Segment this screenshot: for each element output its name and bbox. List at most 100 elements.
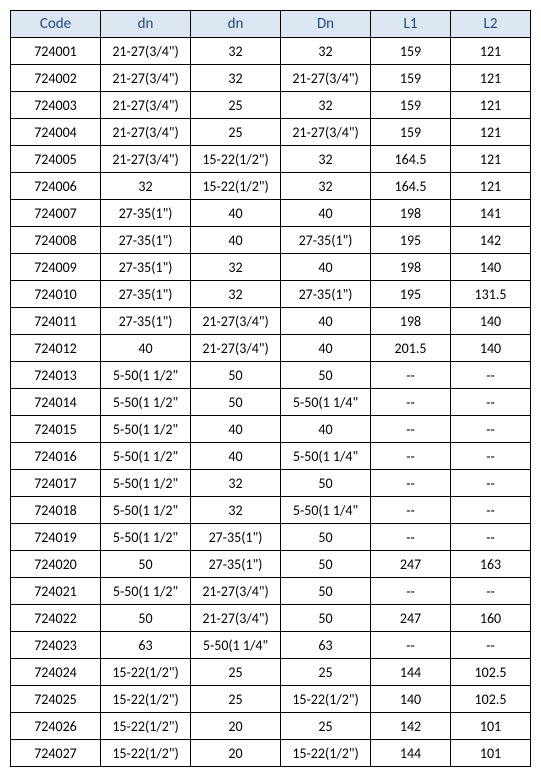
cell: 144	[371, 659, 451, 686]
cell: 247	[371, 605, 451, 632]
cell: 32	[281, 92, 371, 119]
cell: 121	[451, 38, 531, 65]
table-row: 7240195-50(1 1/2"27-35(1")50----	[11, 524, 531, 551]
cell: 15-22(1/2")	[191, 173, 281, 200]
cell: 50	[191, 389, 281, 416]
cell: 25	[191, 686, 281, 713]
cell: --	[371, 524, 451, 551]
cell: 724010	[11, 281, 101, 308]
cell: 5-50(1 1/2"	[101, 470, 191, 497]
cell: 142	[451, 227, 531, 254]
cell: 195	[371, 227, 451, 254]
cell: 724025	[11, 686, 101, 713]
cell: 724005	[11, 146, 101, 173]
cell: 724002	[11, 65, 101, 92]
cell: 724015	[11, 416, 101, 443]
cell: 247	[371, 551, 451, 578]
cell: 101	[451, 740, 531, 767]
cell: 50	[281, 605, 371, 632]
cell: 5-50(1 1/4"	[281, 497, 371, 524]
cell: 27-35(1")	[101, 227, 191, 254]
cell: --	[371, 470, 451, 497]
table-body: 72400121-27(3/4")3232159121 72400221-27(…	[11, 38, 531, 767]
cell: 21-27(3/4")	[191, 308, 281, 335]
cell: 32	[191, 38, 281, 65]
cell: --	[371, 632, 451, 659]
table-row: 72400521-27(3/4")15-22(1/2")32164.5121	[11, 146, 531, 173]
cell: --	[451, 389, 531, 416]
cell: 159	[371, 119, 451, 146]
cell: 21-27(3/4")	[191, 335, 281, 362]
cell: 140	[451, 335, 531, 362]
table-row: 7240124021-27(3/4")40201.5140	[11, 335, 531, 362]
cell: --	[371, 443, 451, 470]
cell: 724021	[11, 578, 101, 605]
cell: 40	[101, 335, 191, 362]
cell: 27-35(1")	[281, 227, 371, 254]
cell: 160	[451, 605, 531, 632]
cell: 50	[101, 551, 191, 578]
cell: 159	[371, 38, 451, 65]
cell: 63	[101, 632, 191, 659]
cell: --	[371, 362, 451, 389]
spec-table: Code dn dn Dn L1 L2 72400121-27(3/4")323…	[10, 10, 531, 767]
cell: 5-50(1 1/4"	[281, 389, 371, 416]
cell: 724026	[11, 713, 101, 740]
table-row: 72400927-35(1")3240198140	[11, 254, 531, 281]
cell: 40	[191, 416, 281, 443]
cell: 5-50(1 1/4"	[281, 443, 371, 470]
cell: 32	[101, 173, 191, 200]
cell: 27-35(1")	[191, 524, 281, 551]
cell: --	[371, 578, 451, 605]
cell: 140	[451, 308, 531, 335]
col-header-L1: L1	[371, 11, 451, 38]
cell: 140	[451, 254, 531, 281]
cell: 25	[191, 119, 281, 146]
table-row: 72400221-27(3/4")3221-27(3/4")159121	[11, 65, 531, 92]
cell: 25	[191, 92, 281, 119]
cell: 15-22(1/2")	[281, 686, 371, 713]
cell: 20	[191, 713, 281, 740]
table-row: 7240175-50(1 1/2"3250----	[11, 470, 531, 497]
cell: 32	[281, 146, 371, 173]
table-row: 72401027-35(1")3227-35(1")195131.5	[11, 281, 531, 308]
cell: 21-27(3/4")	[191, 578, 281, 605]
cell: 32	[191, 281, 281, 308]
cell: 724011	[11, 308, 101, 335]
cell: 25	[281, 659, 371, 686]
table-row: 7240063215-22(1/2")32164.5121	[11, 173, 531, 200]
col-header-code: Code	[11, 11, 101, 38]
table-row: 72400827-35(1")4027-35(1")195142	[11, 227, 531, 254]
cell: 50	[281, 524, 371, 551]
cell: 27-35(1")	[101, 281, 191, 308]
cell: 32	[281, 173, 371, 200]
cell: 21-27(3/4")	[101, 119, 191, 146]
cell: --	[371, 416, 451, 443]
cell: 724008	[11, 227, 101, 254]
table-row: 7240185-50(1 1/2"325-50(1 1/4"----	[11, 497, 531, 524]
cell: 27-35(1")	[191, 551, 281, 578]
cell: 724024	[11, 659, 101, 686]
cell: 50	[281, 551, 371, 578]
cell: 121	[451, 65, 531, 92]
cell: 121	[451, 119, 531, 146]
cell: 25	[191, 659, 281, 686]
cell: 144	[371, 740, 451, 767]
cell: 50	[281, 578, 371, 605]
cell: 27-35(1")	[101, 254, 191, 281]
cell: 40	[191, 227, 281, 254]
table-header-row: Code dn dn Dn L1 L2	[11, 11, 531, 38]
cell: 724001	[11, 38, 101, 65]
cell: 15-22(1/2")	[101, 659, 191, 686]
cell: 5-50(1 1/4"	[191, 632, 281, 659]
cell: 5-50(1 1/2"	[101, 362, 191, 389]
cell: 50	[101, 605, 191, 632]
cell: 159	[371, 65, 451, 92]
cell: 198	[371, 308, 451, 335]
cell: 40	[191, 443, 281, 470]
col-header-Dn: Dn	[281, 11, 371, 38]
col-header-dn1: dn	[101, 11, 191, 38]
cell: 724027	[11, 740, 101, 767]
cell: 164.5	[371, 146, 451, 173]
cell: 195	[371, 281, 451, 308]
